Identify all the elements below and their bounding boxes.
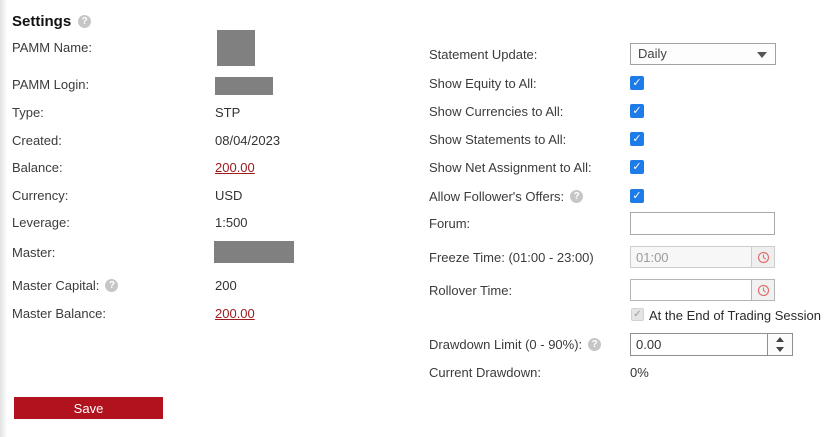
- master-capital-label-row: Master Capital:: [12, 278, 119, 293]
- balance-link[interactable]: 200.00: [215, 160, 255, 175]
- allow-followers-offers-label: Allow Follower's Offers:: [429, 189, 565, 204]
- balance-label: Balance:: [12, 160, 63, 175]
- created-label: Created:: [12, 133, 62, 148]
- save-button[interactable]: Save: [14, 397, 163, 419]
- clock-icon: [757, 251, 769, 263]
- freeze-time-label: Freeze Time: (01:00 - 23:00): [429, 250, 594, 265]
- pamm-name-label: PAMM Name:: [12, 40, 92, 55]
- allow-followers-offers-help-icon[interactable]: [570, 190, 584, 203]
- leverage-value: 1:500: [215, 215, 248, 230]
- show-currencies-checkbox[interactable]: [630, 104, 644, 118]
- spinner-down-button[interactable]: [768, 345, 792, 356]
- chevron-down-icon: [757, 52, 767, 58]
- forum-label: Forum:: [429, 216, 471, 231]
- statement-update-selected-value: Daily: [638, 46, 667, 61]
- master-capital-help-icon[interactable]: [105, 279, 119, 292]
- master-balance-link[interactable]: 200.00: [215, 306, 255, 321]
- rollover-time-clock-button[interactable]: [751, 280, 774, 300]
- freeze-time-input: [631, 247, 751, 267]
- show-currencies-label: Show Currencies to All:: [429, 104, 564, 119]
- rollover-time-label: Rollover Time:: [429, 283, 513, 298]
- drawdown-limit-input[interactable]: [631, 334, 767, 355]
- type-value: STP: [215, 105, 241, 120]
- drawdown-limit-spinner: [767, 334, 792, 355]
- currency-value: USD: [215, 188, 243, 203]
- forum-input[interactable]: [630, 212, 775, 235]
- master-balance-label: Master Balance:: [12, 306, 106, 321]
- show-equity-label: Show Equity to All:: [429, 76, 537, 91]
- page-title: Settings: [12, 13, 72, 30]
- pamm-login-redacted-value: [215, 77, 273, 95]
- triangle-up-icon: [776, 336, 784, 342]
- allow-followers-offers-label-row: Allow Follower's Offers:: [429, 189, 584, 204]
- master-label: Master:: [12, 245, 56, 260]
- triangle-down-icon: [776, 347, 784, 353]
- end-of-session-checkbox: [631, 308, 644, 321]
- show-statements-checkbox[interactable]: [630, 132, 644, 146]
- statement-update-select[interactable]: Daily: [630, 43, 776, 65]
- leverage-label: Leverage:: [12, 215, 70, 230]
- drawdown-limit-help-icon[interactable]: [588, 338, 602, 351]
- current-drawdown-label: Current Drawdown:: [429, 365, 541, 380]
- clock-icon: [757, 284, 769, 296]
- pamm-login-label: PAMM Login:: [12, 77, 90, 92]
- master-redacted-value: [214, 241, 294, 263]
- spinner-up-button[interactable]: [768, 334, 792, 345]
- drawdown-limit-label-row: Drawdown Limit (0 - 90%):: [429, 337, 602, 352]
- rollover-time-widget: [630, 279, 775, 301]
- created-value: 08/04/2023: [215, 133, 281, 148]
- rollover-time-input[interactable]: [631, 280, 751, 300]
- master-capital-value: 200: [215, 278, 237, 293]
- settings-help-icon[interactable]: [78, 15, 92, 28]
- master-capital-label: Master Capital:: [12, 278, 100, 293]
- type-label: Type:: [12, 105, 44, 120]
- freeze-time-clock-button[interactable]: [751, 247, 774, 267]
- allow-followers-offers-checkbox[interactable]: [630, 189, 644, 203]
- page-header: Settings: [12, 13, 92, 30]
- end-of-session-label: At the End of Trading Session: [649, 308, 821, 323]
- show-equity-checkbox[interactable]: [630, 76, 644, 90]
- drawdown-limit-label: Drawdown Limit (0 - 90%):: [429, 337, 583, 352]
- page-edge-shadow: [0, 0, 7, 437]
- pamm-name-redacted-value: [217, 30, 255, 66]
- show-net-assignment-checkbox[interactable]: [630, 160, 644, 174]
- freeze-time-widget: [630, 246, 775, 268]
- statement-update-label: Statement Update:: [429, 47, 538, 62]
- show-net-assignment-label: Show Net Assignment to All:: [429, 160, 592, 175]
- currency-label: Currency:: [12, 188, 69, 203]
- show-statements-label: Show Statements to All:: [429, 132, 567, 147]
- current-drawdown-value: 0%: [630, 365, 649, 380]
- drawdown-limit-widget: [630, 333, 793, 356]
